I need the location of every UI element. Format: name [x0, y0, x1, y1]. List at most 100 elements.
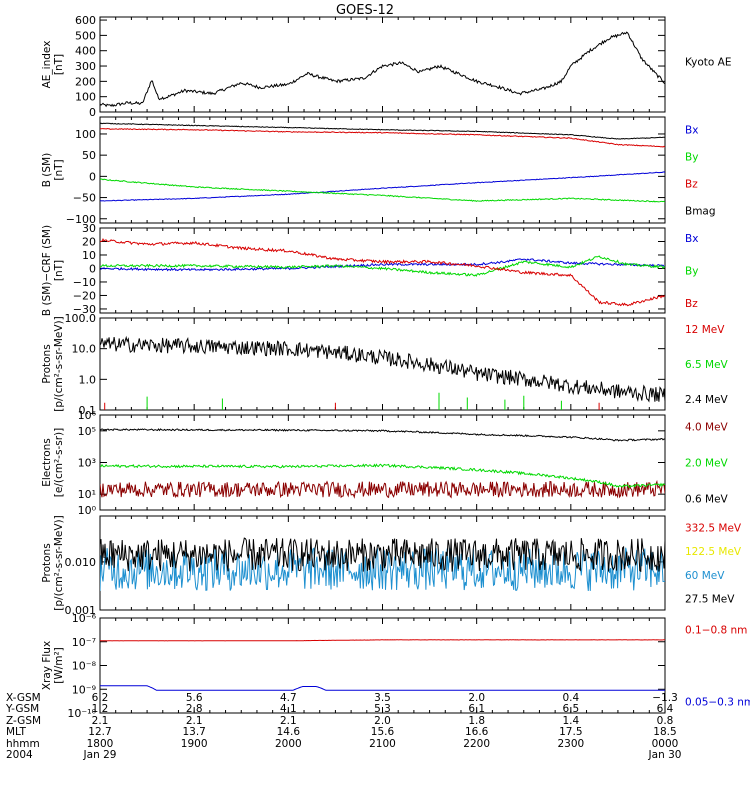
y-axis-label: [W/m²]: [53, 647, 65, 684]
y-tick-label: −100: [66, 213, 96, 226]
legend-entry: 0.05−0.3 nm: [685, 697, 750, 709]
x-tick-label: 2200: [463, 738, 490, 750]
panel-bsm: −100 −50 0 50 100 B (SM) [nT] Bx By Bz Bmag: [41, 116, 716, 226]
x-tick-label: 6.2: [92, 692, 109, 704]
x-tick-label: 2.0: [374, 715, 391, 727]
x-tick-label: 2300: [557, 738, 584, 750]
x-tick-label: 0.8: [657, 715, 674, 727]
series-line: [100, 639, 665, 642]
series-line: [100, 537, 665, 573]
y-tick-label: 100: [75, 91, 96, 104]
legend-entry: Bx: [685, 125, 698, 137]
x-tick-label: 12.7: [88, 726, 111, 738]
panel-xray: 10⁻¹⁰ 10⁻⁹ 10⁻⁸ 10⁻⁷ 10⁻⁶ Xray Flux [W/m²] 0.1−…: [41, 612, 750, 720]
y-tick-label: 10⁰: [78, 504, 97, 517]
legend-entry: 6.5 MeV: [685, 359, 729, 371]
legend-entry: 4.0 MeV: [685, 421, 729, 433]
x-row-label: Z-GSM: [6, 715, 41, 727]
x-tick-label: Jan 30: [648, 749, 682, 761]
series-line: [100, 463, 665, 488]
y-tick-label: −20: [73, 289, 96, 302]
x-tick-label: 17.5: [559, 726, 582, 738]
y-tick-label: 1.0: [79, 373, 97, 386]
y-tick-label: 10⁻⁶: [72, 612, 97, 625]
legend-entry: Kyoto AE: [685, 57, 731, 69]
x-tick-label: 4.1: [280, 703, 297, 715]
y-tick-label: 500: [75, 29, 96, 42]
legend-entry: 122.5 MeV: [685, 546, 742, 558]
y-tick-label: 600: [75, 14, 96, 27]
panel-ae: 0 100 200 300 400 500 600 AE_index [nT] Kyoto AE: [41, 14, 731, 119]
series-line: [100, 685, 665, 691]
x-tick-label: 5.3: [374, 703, 391, 715]
x-tick-label: 2100: [369, 738, 396, 750]
x-tick-label: 2.1: [186, 715, 203, 727]
y-tick-label: 20: [82, 235, 96, 248]
y-axis-label: Electrons: [41, 438, 53, 487]
y-axis-label: B (SM)−CRF (SM): [41, 225, 53, 316]
y-tick-label: 10: [82, 249, 96, 262]
y-tick-label: 10⁶: [78, 409, 97, 422]
series-line: [100, 237, 665, 307]
y-axis-label: [p/(cm²-s-sr-MeV)]: [53, 515, 65, 610]
y-axis-label: [nT]: [53, 159, 65, 180]
y-tick-label: 100.0: [65, 312, 97, 325]
legend-entry: 2.4 MeV: [685, 394, 729, 406]
x-tick-label: 16.6: [465, 726, 489, 738]
y-tick-label: −50: [73, 192, 96, 205]
x-tick-label: 2.1: [280, 715, 297, 727]
legend-entry: 2.0 MeV: [685, 458, 729, 470]
y-tick-label: 10⁻⁷: [72, 636, 96, 649]
legend-entry: 0.1−0.8 nm: [685, 624, 747, 636]
y-tick-label: 10¹: [78, 488, 96, 501]
y-tick-label: 10⁵: [78, 425, 96, 438]
y-axis-label: [nT]: [53, 54, 65, 75]
panel-frame: [99, 317, 666, 411]
y-tick-label: 50: [82, 149, 96, 162]
legend-entry: Bz: [685, 298, 698, 310]
panel-protons_high: 0.001 0.010 Protons [p/(cm²-s-sr-MeV)] 332.5…: [41, 515, 742, 617]
y-tick-label: 0: [89, 170, 96, 183]
y-tick-label: 0: [89, 106, 96, 119]
legend-entry: 60 MeV: [685, 570, 725, 582]
y-tick-label: 0: [89, 262, 96, 275]
legend-entry: Bmag: [685, 205, 716, 217]
y-tick-label: 0.1: [79, 404, 97, 417]
x-tick-label: 6.1: [468, 703, 485, 715]
y-tick-label: 0.010: [65, 556, 97, 569]
x-axis-table: X-GSM 6.2 5.6 4.7 3.5 2.0 0.4 −1.3 Y-GSM 1.2 2.8 4.…: [5, 692, 681, 761]
x-tick-label: 13.7: [182, 726, 205, 738]
legend-entry: 332.5 MeV: [685, 522, 742, 534]
y-tick-label: 0.001: [65, 604, 97, 617]
y-axis-label: Protons: [41, 543, 53, 582]
panel-electrons: 10⁰ 10¹ 10³ 10⁵ 10⁶ Electrons [e/(cm²-s-sr)] 4.…: [41, 409, 729, 517]
x-row-label: hhmm: [6, 738, 40, 750]
panel-frame: [99, 414, 666, 511]
y-tick-label: 10³: [78, 457, 96, 470]
x-tick-label: 1.8: [468, 715, 485, 727]
x-row-label: X-GSM: [6, 692, 41, 704]
x-tick-label: 6.4: [657, 703, 674, 715]
series-line: [100, 335, 665, 403]
x-tick-label: 0000: [652, 738, 679, 750]
x-tick-label: −1.3: [652, 692, 678, 704]
series-line: [100, 127, 665, 148]
y-tick-label: 400: [75, 45, 96, 58]
series-line: [100, 178, 665, 203]
y-axis-label: Xray Flux: [41, 641, 53, 690]
x-tick-label: 6.5: [562, 703, 579, 715]
x-tick-label: 5.6: [186, 692, 203, 704]
x-tick-label: 1.4: [562, 715, 579, 727]
y-tick-label: 10⁻⁹: [72, 683, 96, 696]
x-tick-label: 2000: [275, 738, 302, 750]
legend-entry: 27.5 MeV: [685, 594, 735, 606]
series-line: [100, 479, 665, 499]
y-tick-label: 30: [82, 222, 96, 235]
series-line: [100, 171, 665, 202]
legend-entry: 12 MeV: [685, 324, 725, 336]
y-axis-label: Protons: [41, 344, 53, 383]
series-line: [100, 547, 665, 591]
y-tick-label: 10.0: [72, 343, 97, 356]
